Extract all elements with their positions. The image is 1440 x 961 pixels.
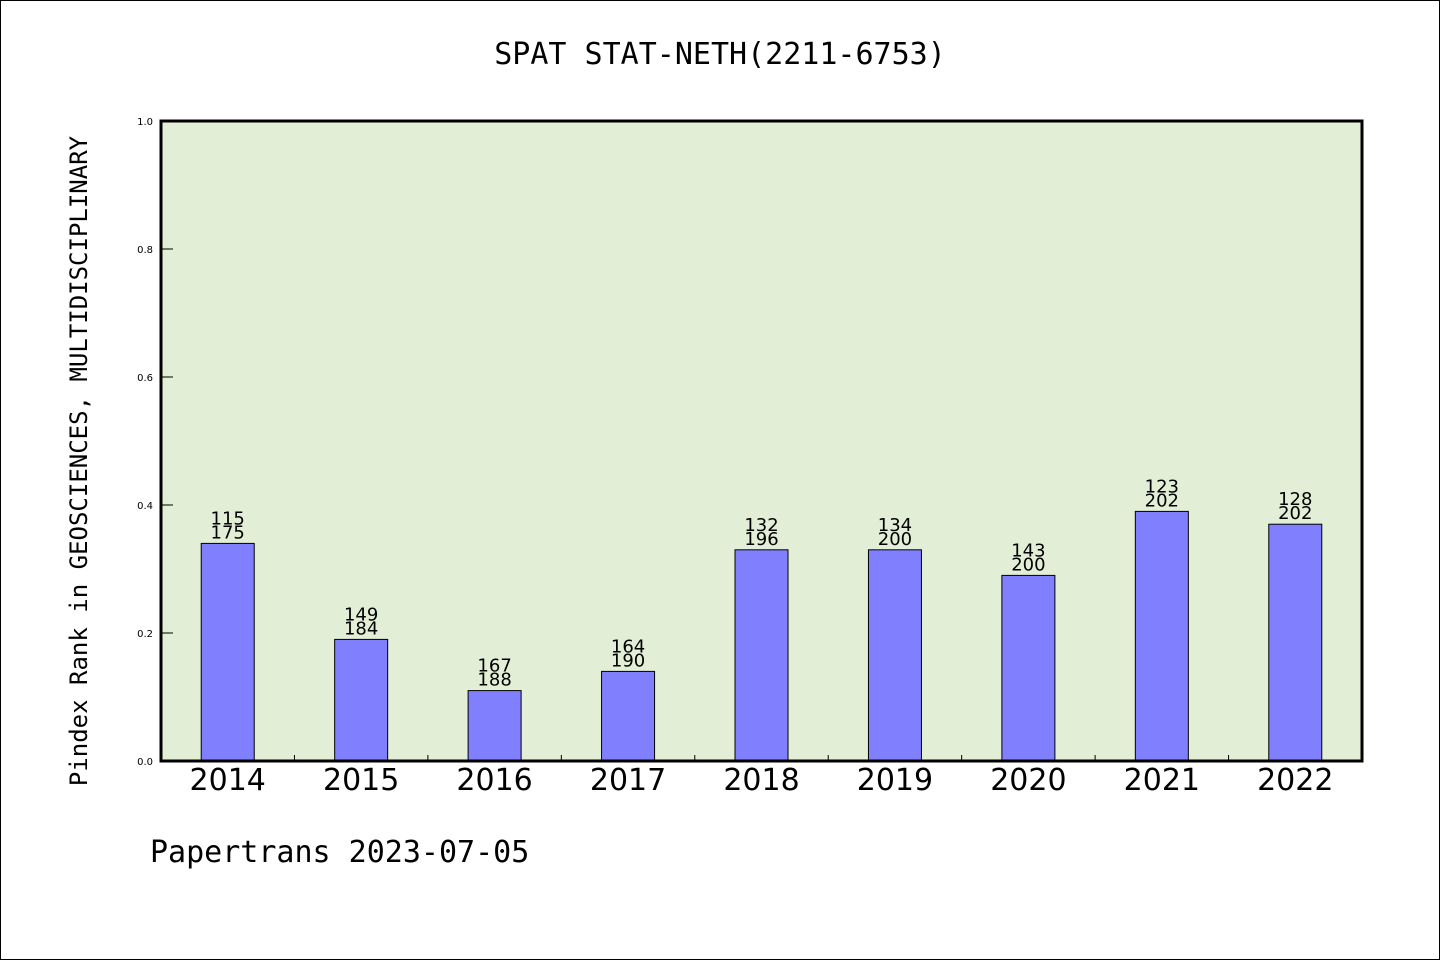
bar-2017 — [601, 670, 656, 762]
bar-total-label: 200 — [1011, 554, 1045, 575]
bar-2018 — [734, 549, 789, 762]
footer-credit: Papertrans 2023-07-05 — [150, 835, 530, 870]
x-tick-label: 2020 — [990, 763, 1066, 798]
y-tick-label: 0.6 — [137, 373, 153, 384]
y-tick-label: 0.2 — [137, 629, 153, 640]
x-tick-label: 2019 — [857, 763, 933, 798]
y-tick-label: 0.0 — [137, 757, 153, 768]
bar-rank-label: 143 — [1011, 540, 1045, 561]
x-tick-label: 2014 — [190, 763, 266, 798]
bar-total-label: 190 — [611, 650, 645, 671]
bar-2020 — [1001, 574, 1056, 762]
y-tick-label: 0.4 — [137, 501, 153, 512]
bar-total-label: 202 — [1145, 490, 1179, 511]
x-tick-label: 2022 — [1257, 763, 1333, 798]
bar-rank-label: 132 — [744, 515, 778, 536]
y-axis-label: Pindex Rank in GEOSCIENCES, MULTIDISCIPL… — [65, 135, 93, 786]
bar-total-label: 184 — [344, 618, 378, 639]
bar-rank-label: 115 — [211, 508, 245, 529]
y-tick-label: 1.0 — [137, 117, 153, 128]
x-tick-label: 2021 — [1124, 763, 1200, 798]
bar-total-label: 200 — [878, 529, 912, 550]
bar-2022 — [1268, 523, 1323, 762]
x-tick-label: 2017 — [590, 763, 666, 798]
y-tick-label: 0.8 — [137, 245, 153, 256]
x-tick-label: 2016 — [456, 763, 532, 798]
bar-total-label: 175 — [211, 522, 245, 543]
chart-title: SPAT STAT-NETH(2211-6753) — [494, 37, 946, 72]
bar-rank-label: 167 — [477, 656, 511, 677]
bar-total-label: 196 — [744, 529, 778, 550]
plot-border — [159, 119, 1364, 763]
bar-2019 — [867, 549, 922, 762]
bar-2016 — [467, 690, 522, 762]
bar-rank-label: 128 — [1278, 489, 1312, 510]
bar-rank-label: 149 — [344, 604, 378, 625]
bar-rank-label: 164 — [611, 636, 645, 657]
bar-2021 — [1134, 510, 1189, 762]
bar-rank-label: 134 — [878, 515, 912, 536]
bar-2014 — [200, 542, 255, 762]
bar-rank-label: 123 — [1145, 476, 1179, 497]
bar-total-label: 188 — [477, 670, 511, 691]
x-tick-label: 2015 — [323, 763, 399, 798]
x-tick-label: 2018 — [723, 763, 799, 798]
bar-total-label: 202 — [1278, 503, 1312, 524]
bar-2015 — [334, 638, 389, 762]
